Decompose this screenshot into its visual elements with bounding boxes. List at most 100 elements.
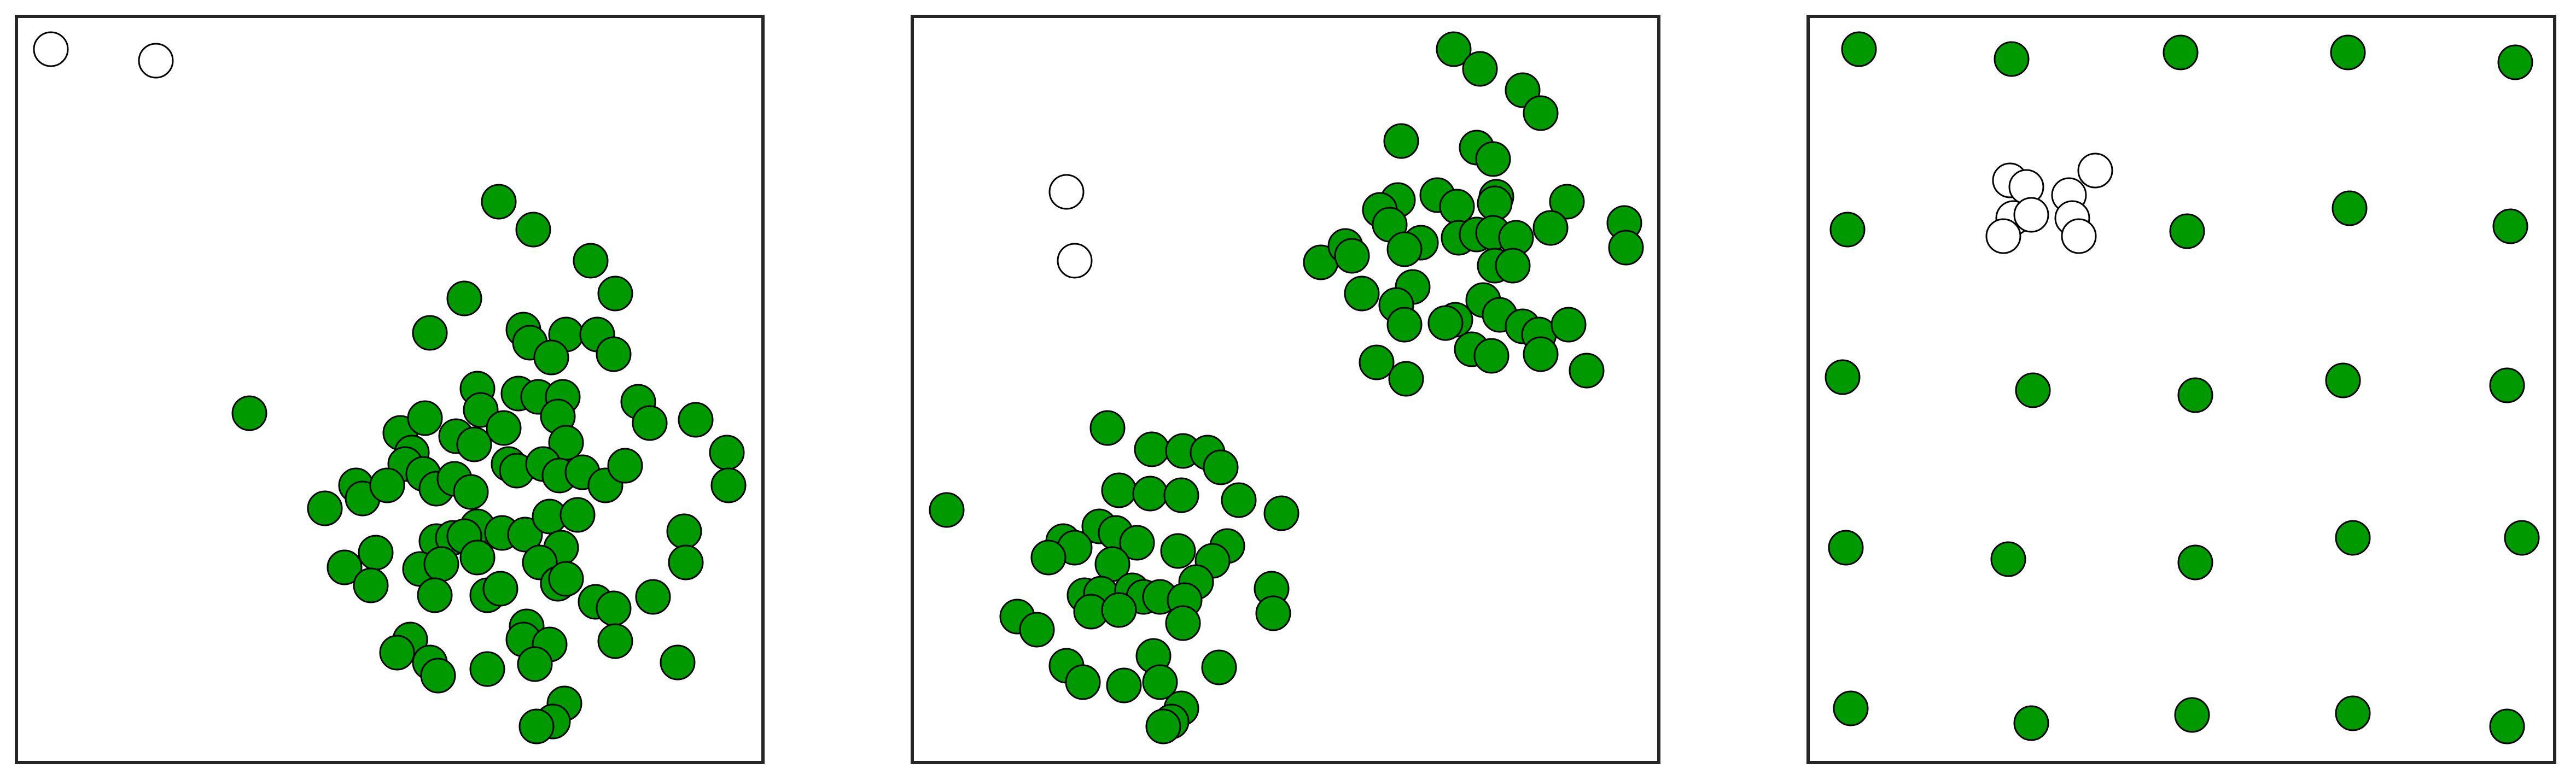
point [446, 280, 482, 316]
point [1089, 410, 1126, 446]
point [1462, 51, 1498, 87]
point [2489, 367, 2525, 403]
point [1523, 336, 1559, 372]
point [353, 567, 389, 603]
point [2169, 213, 2205, 249]
point [2061, 218, 2097, 254]
point [423, 546, 459, 582]
point [2177, 544, 2213, 580]
point [486, 410, 522, 446]
point [2330, 34, 2366, 71]
point [597, 275, 633, 312]
point [1523, 95, 1559, 131]
point [1439, 189, 1475, 225]
point [929, 492, 965, 528]
point [1994, 41, 2030, 77]
point [518, 708, 555, 744]
point [533, 339, 569, 376]
point [1386, 307, 1423, 343]
point [678, 402, 714, 438]
point [407, 400, 443, 436]
point [2497, 44, 2533, 80]
point [231, 395, 267, 431]
point [632, 405, 668, 441]
point [1057, 243, 1093, 279]
point [1145, 708, 1181, 744]
point [482, 571, 518, 607]
point [379, 635, 415, 671]
point [1030, 539, 1066, 576]
point [607, 448, 643, 484]
point [1495, 248, 1531, 284]
point [2504, 520, 2540, 556]
point [1359, 344, 1395, 380]
point [709, 435, 745, 471]
point [459, 539, 496, 576]
point [710, 467, 747, 503]
point [412, 315, 448, 351]
point [2335, 520, 2371, 556]
point [515, 212, 551, 248]
point [507, 517, 543, 553]
point [2335, 695, 2371, 731]
point [1344, 275, 1380, 312]
point [1549, 184, 1585, 220]
point [417, 577, 453, 613]
point [358, 535, 394, 571]
point [1828, 530, 1864, 566]
point [1132, 476, 1168, 512]
point [1436, 31, 1472, 67]
point [1163, 477, 1199, 513]
point [1106, 667, 1142, 703]
point [1201, 649, 1237, 685]
point [1388, 361, 1424, 397]
point [573, 243, 609, 279]
point [1203, 449, 1239, 485]
point [666, 513, 702, 549]
point [2492, 208, 2528, 244]
point [1569, 353, 1605, 389]
point [453, 474, 489, 510]
panel-frame [911, 15, 1660, 764]
point [1263, 495, 1299, 531]
point [1165, 605, 1201, 641]
point [327, 549, 363, 585]
point [548, 561, 584, 597]
point [1475, 141, 1511, 177]
point [2325, 362, 2361, 398]
point [668, 544, 704, 580]
point [1160, 533, 1196, 569]
point [2174, 697, 2210, 733]
point [2489, 708, 2525, 744]
point [1427, 305, 1464, 341]
point [1990, 541, 2026, 577]
point [1101, 472, 1137, 508]
point [2077, 153, 2113, 189]
point [2015, 372, 2051, 408]
point [1551, 307, 1587, 343]
point [2013, 705, 2049, 741]
point [1833, 690, 1869, 726]
point [456, 426, 492, 462]
point [560, 497, 596, 533]
point [1985, 218, 2021, 254]
point [1255, 595, 1291, 631]
point [1473, 338, 1510, 374]
point [369, 467, 405, 503]
point [307, 490, 343, 526]
point [1142, 664, 1178, 700]
point [1829, 212, 1866, 248]
point [1386, 231, 1423, 267]
point [1841, 31, 1877, 67]
point [2163, 34, 2199, 71]
point [1383, 123, 1419, 159]
point [596, 336, 632, 372]
point [138, 43, 174, 79]
point [2013, 197, 2049, 233]
point [33, 31, 69, 67]
point [660, 644, 696, 681]
point [1119, 525, 1155, 561]
point [1101, 592, 1137, 628]
panel-frame [1806, 15, 2556, 764]
